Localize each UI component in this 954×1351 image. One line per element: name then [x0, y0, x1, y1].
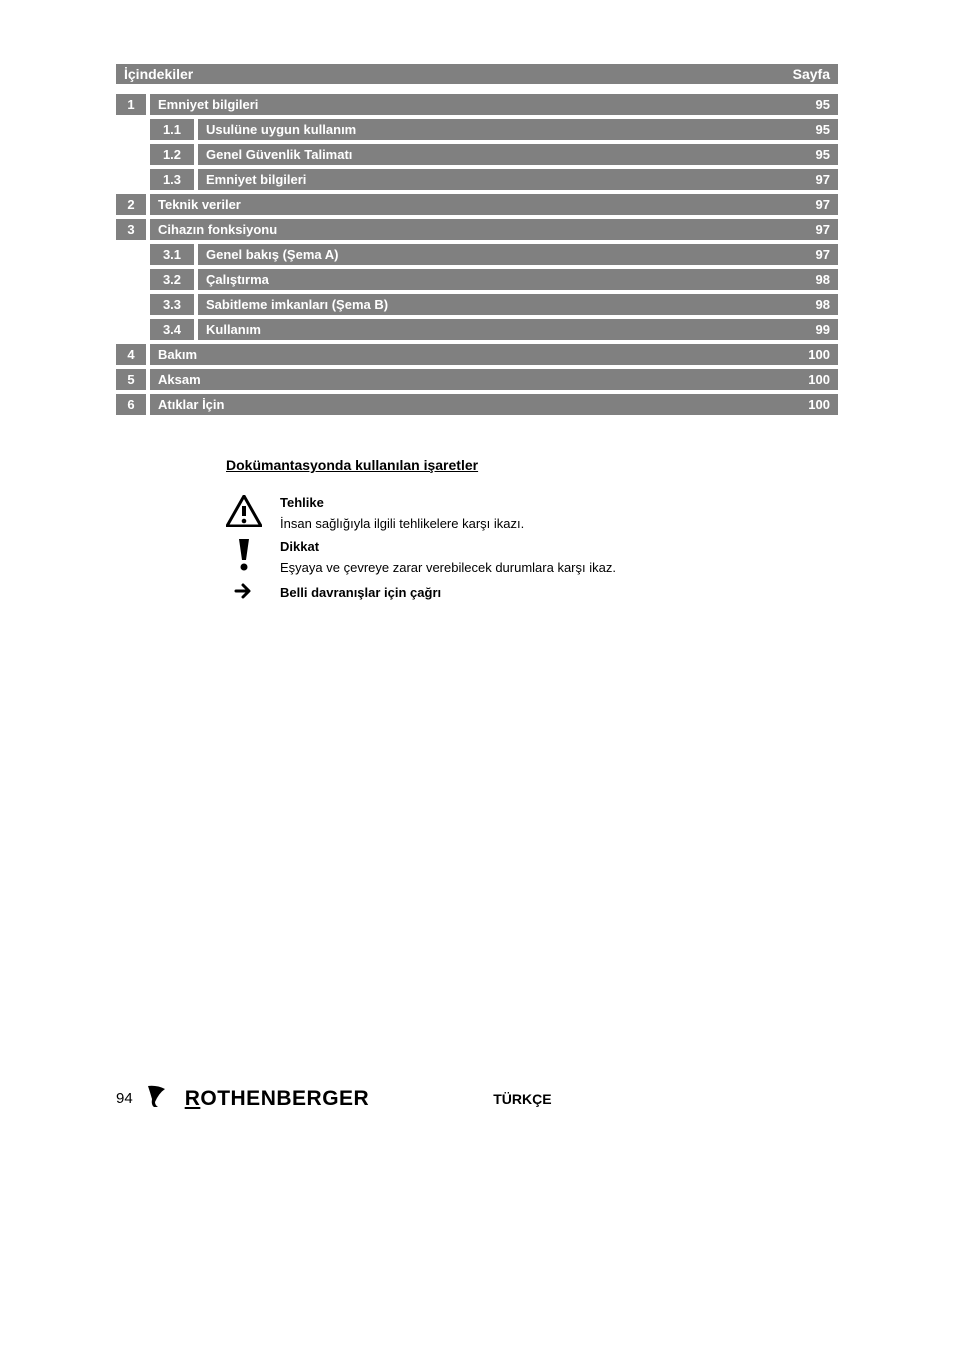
- toc-page-number: 99: [816, 322, 830, 337]
- note-danger-title: Tehlike: [280, 495, 524, 510]
- toc-section-title: Emniyet bilgileri 97: [198, 169, 838, 190]
- toc-section-number: 3.4: [150, 319, 194, 340]
- toc-page-number: 98: [816, 272, 830, 287]
- brand-r-letter: R: [185, 1087, 201, 1111]
- toc-title-text: Atıklar İçin: [158, 397, 224, 412]
- toc-page-number: 95: [816, 97, 830, 112]
- toc-row: 1.3 Emniyet bilgileri 97: [116, 169, 838, 190]
- toc-page-number: 98: [816, 297, 830, 312]
- toc-page-number: 100: [808, 397, 830, 412]
- note-attention-text: Dikkat Eşyaya ve çevreye zarar verebilec…: [280, 537, 616, 575]
- toc-section-title: Genel bakış (Şema A) 97: [198, 244, 838, 265]
- toc-chapter-title: Aksam 100: [150, 369, 838, 390]
- toc-header: İçindekiler Sayfa: [116, 64, 838, 84]
- note-arrow-title: Belli davranışlar için çağrı: [280, 585, 441, 600]
- toc-chapter-number: 5: [116, 369, 146, 390]
- toc-title-text: Çalıştırma: [206, 272, 269, 287]
- toc-row: 6 Atıklar İçin 100: [116, 394, 838, 415]
- brand-name: ROTHENBERGER: [185, 1087, 370, 1111]
- toc-row: 2 Teknik veriler 97: [116, 194, 838, 215]
- warning-triangle-icon: [226, 493, 262, 529]
- toc-section-number: 1.3: [150, 169, 194, 190]
- toc-title-text: Bakım: [158, 347, 197, 362]
- toc-chapter-number: 6: [116, 394, 146, 415]
- toc-chapter-title: Cihazın fonksiyonu 97: [150, 219, 838, 240]
- toc-row: 1.2 Genel Güvenlik Talimatı 95: [116, 144, 838, 165]
- toc-chapter-number: 2: [116, 194, 146, 215]
- toc-title-text: Kullanım: [206, 322, 261, 337]
- toc-section-title: Sabitleme imkanları (Şema B) 98: [198, 294, 838, 315]
- toc-section-title: Kullanım 99: [198, 319, 838, 340]
- toc-chapter-number: 3: [116, 219, 146, 240]
- note-danger-text: Tehlike İnsan sağlığıyla ilgili tehlikel…: [280, 493, 524, 531]
- brand-blade-icon: [147, 1084, 169, 1113]
- toc-title-text: Cihazın fonksiyonu: [158, 222, 277, 237]
- toc-page-number: 97: [816, 197, 830, 212]
- toc-section-number: 3.2: [150, 269, 194, 290]
- toc-section-title: Çalıştırma 98: [198, 269, 838, 290]
- toc-page-number: 100: [808, 372, 830, 387]
- toc-header-right: Sayfa: [793, 66, 830, 82]
- toc-page-number: 100: [808, 347, 830, 362]
- toc-row: 3.3 Sabitleme imkanları (Şema B) 98: [116, 294, 838, 315]
- toc-page-number: 97: [816, 172, 830, 187]
- brand-rest: OTHENBERGER: [200, 1087, 369, 1110]
- toc-indent-spacer: [116, 244, 146, 265]
- toc-section-title: Genel Güvenlik Talimatı 95: [198, 144, 838, 165]
- toc-page-number: 97: [816, 247, 830, 262]
- toc-chapter-number: 4: [116, 344, 146, 365]
- note-attention-body: Eşyaya ve çevreye zarar verebilecek duru…: [280, 560, 616, 575]
- toc-row: 3 Cihazın fonksiyonu 97: [116, 219, 838, 240]
- toc-rows: 1Emniyet bilgileri951.1Usulüne uygun kul…: [116, 94, 838, 415]
- toc-chapter-title: Bakım 100: [150, 344, 838, 365]
- toc-row: 4 Bakım 100: [116, 344, 838, 365]
- toc-header-left: İçindekiler: [124, 66, 793, 82]
- toc-section-number: 1.2: [150, 144, 194, 165]
- toc-title-text: Genel Güvenlik Talimatı: [206, 147, 352, 162]
- toc-chapter-number: 1: [116, 94, 146, 115]
- toc-indent-spacer: [116, 294, 146, 315]
- toc-page-number: 97: [816, 222, 830, 237]
- toc-indent-spacer: [116, 119, 146, 140]
- footer-language: TÜRKÇE: [493, 1091, 551, 1107]
- note-danger-body: İnsan sağlığıyla ilgili tehlikelere karş…: [280, 516, 524, 531]
- toc-row: 3.1 Genel bakış (Şema A) 97: [116, 244, 838, 265]
- toc-section-number: 3.1: [150, 244, 194, 265]
- note-arrow-text: Belli davranışlar için çağrı: [280, 583, 441, 600]
- page-number: 94: [116, 1090, 133, 1107]
- symbols-heading: Dokümantasyonda kullanılan işaretler: [226, 457, 838, 473]
- note-arrow: Belli davranışlar için çağrı: [226, 581, 838, 601]
- toc-chapter-title: Atıklar İçin 100: [150, 394, 838, 415]
- toc-chapter-title: Teknik veriler 97: [150, 194, 838, 215]
- note-danger: Tehlike İnsan sağlığıyla ilgili tehlikel…: [226, 493, 838, 531]
- arrow-right-icon: [226, 581, 262, 601]
- toc-page-number: 95: [816, 122, 830, 137]
- toc-title-text: Usulüne uygun kullanım: [206, 122, 356, 137]
- note-attention-title: Dikkat: [280, 539, 616, 554]
- toc-row: 1.1 Usulüne uygun kullanım 95: [116, 119, 838, 140]
- toc-row: 1 Emniyet bilgileri 95: [116, 94, 838, 115]
- toc-indent-spacer: [116, 169, 146, 190]
- toc-row: 3.4 Kullanım 99: [116, 319, 838, 340]
- toc-indent-spacer: [116, 319, 146, 340]
- toc-page-number: 95: [816, 147, 830, 162]
- toc-title-text: Sabitleme imkanları (Şema B): [206, 297, 388, 312]
- toc-title-text: Aksam: [158, 372, 201, 387]
- toc-title-text: Emniyet bilgileri: [206, 172, 306, 187]
- toc-chapter-title: Emniyet bilgileri 95: [150, 94, 838, 115]
- notes-block: Tehlike İnsan sağlığıyla ilgili tehlikel…: [226, 493, 838, 601]
- toc-indent-spacer: [116, 269, 146, 290]
- toc-indent-spacer: [116, 144, 146, 165]
- toc-title-text: Genel bakış (Şema A): [206, 247, 338, 262]
- toc-section-number: 1.1: [150, 119, 194, 140]
- toc-row: 5 Aksam 100: [116, 369, 838, 390]
- toc-title-text: Teknik veriler: [158, 197, 241, 212]
- note-attention: Dikkat Eşyaya ve çevreye zarar verebilec…: [226, 537, 838, 575]
- page-footer: 94 ROTHENBERGER TÜRKÇE: [116, 1084, 552, 1113]
- toc-row: 3.2 Çalıştırma 98: [116, 269, 838, 290]
- exclamation-icon: [226, 537, 262, 573]
- toc-section-number: 3.3: [150, 294, 194, 315]
- toc-title-text: Emniyet bilgileri: [158, 97, 258, 112]
- toc-section-title: Usulüne uygun kullanım 95: [198, 119, 838, 140]
